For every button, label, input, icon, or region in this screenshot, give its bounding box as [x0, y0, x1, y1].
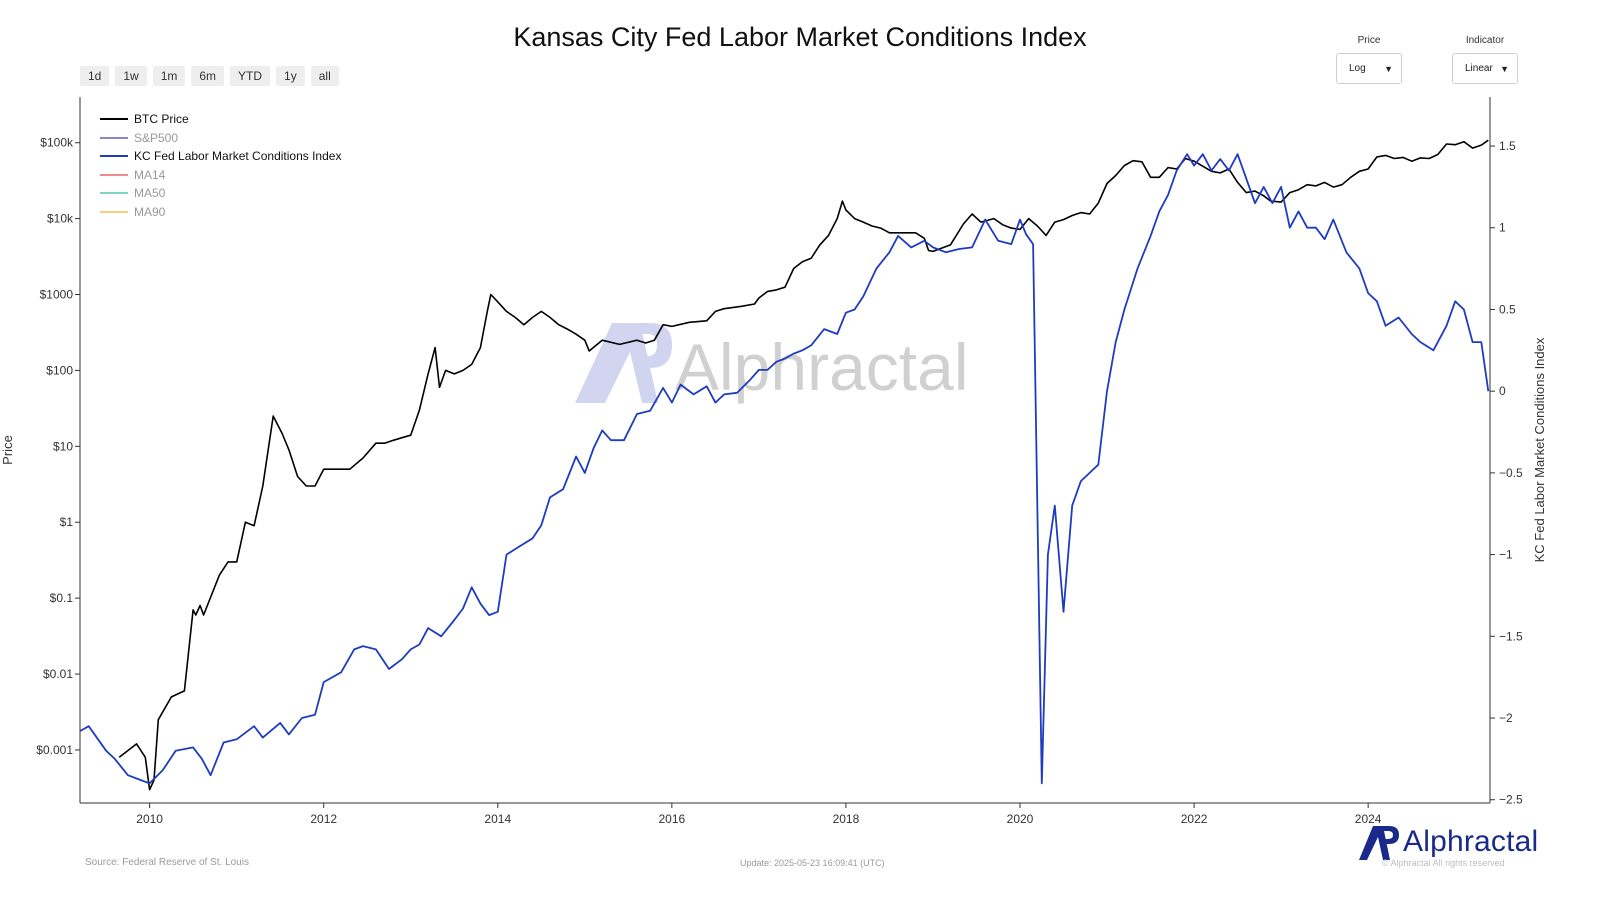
- y-ticks-right: 1.5 1 0.5 0 −0.5 −1 −1.5 −2 −2.5: [1490, 139, 1523, 807]
- y2-tick-label: −2.5: [1499, 793, 1523, 807]
- x-tick-label: 2022: [1181, 812, 1208, 826]
- y-tick-label: $1: [60, 515, 74, 529]
- y-tick-label: $10k: [47, 212, 74, 226]
- x-tick-label: 2014: [484, 812, 511, 826]
- y-tick-label: $0.01: [43, 667, 73, 681]
- btc-price-line: [118, 139, 1489, 791]
- legend-label-sp500[interactable]: S&P500: [134, 131, 178, 145]
- footer-update: Update: 2025-05-23 16:09:41 (UTC): [740, 858, 885, 868]
- indicator-scale-control: Indicator Linear ▼: [1452, 35, 1518, 84]
- range-button-1d[interactable]: 1d: [80, 66, 110, 86]
- y-tick-label: $0.1: [50, 591, 74, 605]
- y-axis-right-title: KC Fed Labor Market Conditions Index: [1532, 337, 1547, 562]
- price-scale-select[interactable]: Log ▼: [1336, 53, 1402, 84]
- chart-title: Kansas City Fed Labor Market Conditions …: [513, 22, 1087, 52]
- y-tick-label: $0.001: [36, 743, 73, 757]
- price-scale-value: Log: [1349, 63, 1366, 74]
- y-tick-label: $10: [53, 439, 73, 453]
- y-tick-label: $100k: [40, 136, 74, 150]
- indicator-scale-value: Linear: [1465, 63, 1493, 74]
- brand-logo: Alphractal: [1359, 823, 1538, 861]
- alphractal-logo-icon: [1359, 826, 1399, 860]
- y2-tick-label: 1: [1499, 221, 1506, 235]
- range-button-all[interactable]: all: [310, 66, 339, 86]
- indicator-scale-select[interactable]: Linear ▼: [1452, 53, 1518, 84]
- kc-fed-lmci-line: [79, 153, 1490, 785]
- x-tick-label: 2018: [833, 812, 860, 826]
- series-lines: [79, 139, 1490, 791]
- brand-name: Alphractal: [1403, 825, 1539, 858]
- y2-tick-label: −1.5: [1499, 629, 1523, 643]
- y-ticks-left: $0.001 $0.01 $0.1 $1 $10 $100 $1000 $10k $100k: [36, 136, 80, 757]
- y2-tick-label: 1.5: [1499, 139, 1516, 153]
- legend: BTC Price S&P500 KC Fed Labor Market Con…: [100, 112, 341, 219]
- watermark-text: Alphractal: [675, 330, 969, 404]
- y2-tick-label: 0: [1499, 384, 1506, 398]
- x-tick-label: 2016: [659, 812, 686, 826]
- y-tick-label: $1000: [40, 288, 74, 302]
- y2-tick-label: −0.5: [1499, 466, 1523, 480]
- footer-source: Source: Federal Reserve of St. Louis: [85, 857, 249, 868]
- range-button-1w[interactable]: 1w: [115, 66, 147, 86]
- legend-label-btc[interactable]: BTC Price: [134, 112, 189, 126]
- x-tick-label: 2020: [1007, 812, 1034, 826]
- range-button-group: 1d 1w 1m 6m YTD 1y all: [80, 66, 339, 86]
- y2-tick-label: −2: [1499, 711, 1513, 725]
- indicator-scale-label: Indicator: [1465, 35, 1505, 46]
- x-tick-label: 2012: [310, 812, 337, 826]
- y2-tick-label: 0.5: [1499, 302, 1516, 316]
- price-scale-control: Price Log ▼: [1336, 35, 1402, 84]
- y-tick-label: $100: [46, 363, 73, 377]
- chevron-down-icon: ▼: [1500, 63, 1509, 74]
- range-button-ytd[interactable]: YTD: [230, 66, 271, 86]
- range-button-1y[interactable]: 1y: [276, 66, 305, 86]
- watermark: Alphractal: [575, 323, 969, 404]
- footer-rights: © Alphractal All rights reserved: [1382, 858, 1505, 868]
- chevron-down-icon: ▼: [1384, 63, 1393, 74]
- range-button-1m[interactable]: 1m: [152, 66, 186, 86]
- watermark-logo-icon: [575, 323, 672, 403]
- legend-label-ma14[interactable]: MA14: [134, 168, 166, 182]
- axes: Price KC Fed Labor Market Conditions Ind…: [0, 97, 1547, 804]
- y-axis-left-title: Price: [0, 435, 15, 465]
- y2-tick-label: −1: [1499, 548, 1513, 562]
- legend-label-kc[interactable]: KC Fed Labor Market Conditions Index: [134, 149, 341, 163]
- x-ticks: 2010 2012 2014 2016 2018 2020 2022 2024: [136, 803, 1382, 826]
- price-scale-label: Price: [1357, 35, 1381, 46]
- legend-label-ma90[interactable]: MA90: [134, 205, 166, 219]
- x-tick-label: 2010: [136, 812, 163, 826]
- legend-label-ma50[interactable]: MA50: [134, 186, 166, 200]
- range-button-6m[interactable]: 6m: [191, 66, 225, 86]
